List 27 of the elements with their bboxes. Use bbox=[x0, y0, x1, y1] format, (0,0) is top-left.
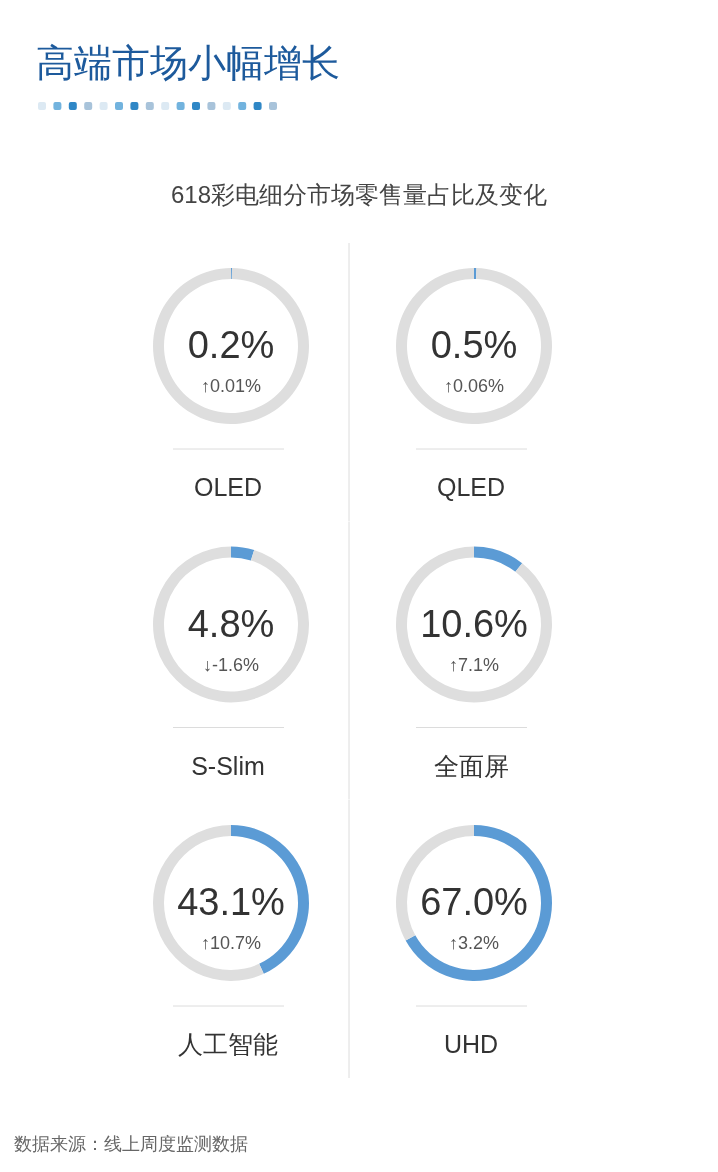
text: 人工智能 bbox=[178, 1030, 278, 1058]
donut-slice bbox=[153, 546, 309, 703]
donut-slice bbox=[396, 268, 552, 424]
text: ↑0.01% bbox=[200, 376, 262, 396]
data-label: 67.0% bbox=[420, 881, 528, 923]
text: 全面屏 bbox=[433, 751, 509, 780]
data-label: 43.1% bbox=[177, 881, 285, 923]
text: QLED bbox=[436, 473, 506, 501]
text: ↑0.06% bbox=[443, 376, 505, 396]
data-label: 0.5% bbox=[430, 324, 518, 366]
data-label: 10.6% bbox=[420, 602, 528, 645]
text: ↑3.2% bbox=[448, 933, 500, 953]
data-label: 0.2% bbox=[187, 324, 275, 366]
text: UHD bbox=[443, 1030, 499, 1058]
data-label: 4.8% bbox=[187, 602, 275, 645]
text: ↑7.1% bbox=[448, 654, 500, 675]
donut-slice bbox=[396, 546, 552, 703]
donut-slice bbox=[474, 546, 523, 572]
text: 618彩电细分市场零售量占比及变化 bbox=[170, 181, 548, 208]
text: 高端市场小幅增长 bbox=[36, 42, 340, 84]
text: S-Slim bbox=[191, 751, 265, 780]
donut-slice bbox=[231, 546, 255, 561]
text: ↑10.7% bbox=[200, 933, 262, 953]
text: OLED bbox=[193, 473, 263, 501]
donut-slice bbox=[405, 825, 552, 981]
source-note: 数据来源：线上周度监测数据 bbox=[14, 1134, 248, 1154]
text: ↓-1.6% bbox=[202, 654, 260, 675]
